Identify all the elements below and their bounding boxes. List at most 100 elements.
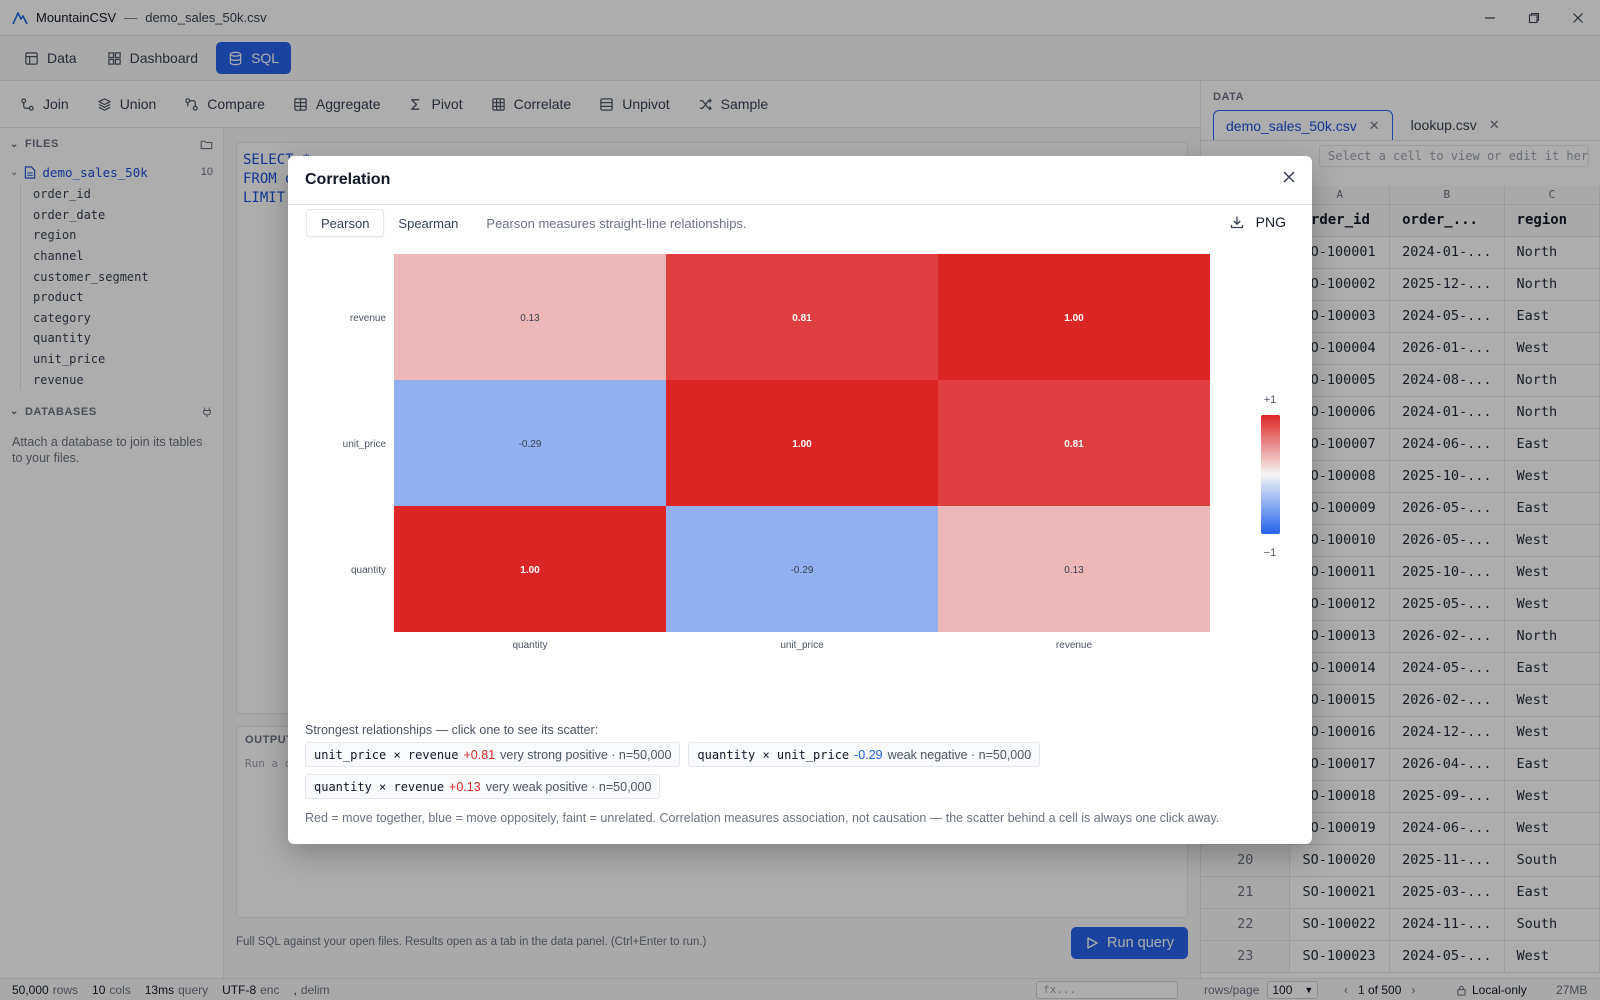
rows-per-page-select[interactable]: 100 ▼ [1267, 981, 1319, 999]
union-button[interactable]: Union [85, 88, 169, 120]
heatmap-cell[interactable] [394, 380, 666, 506]
join-button[interactable]: Join [8, 88, 81, 120]
plug-icon[interactable] [201, 406, 213, 418]
minimize-icon[interactable] [1468, 0, 1512, 36]
grid-cell[interactable]: West [1504, 588, 1600, 621]
grid-cell[interactable]: 2026-04-... [1389, 748, 1505, 781]
column-item[interactable]: unit_price [33, 352, 106, 367]
heatmap-cell[interactable] [394, 506, 666, 632]
grid-cell[interactable]: 2026-02-... [1389, 620, 1505, 653]
column-item[interactable]: customer_segment [33, 269, 149, 284]
spearman-toggle[interactable]: Spearman [398, 215, 459, 231]
grid-cell[interactable]: North [1504, 268, 1600, 301]
grid-cell[interactable]: 2024-01-... [1389, 396, 1505, 429]
row-number[interactable]: 20 [1201, 844, 1291, 877]
tab-data[interactable]: Data [12, 42, 89, 74]
grid-cell[interactable]: SO-100021 [1289, 876, 1391, 909]
column-item[interactable]: quantity [33, 331, 91, 346]
tab-dashboard[interactable]: Dashboard [95, 42, 211, 74]
grid-cell[interactable]: 2026-05-... [1389, 524, 1505, 557]
grid-cell[interactable]: 2025-09-... [1389, 780, 1505, 813]
compare-button[interactable]: Compare [172, 88, 277, 120]
tab-demo-sales[interactable]: demo_sales_50k.csv ✕ [1213, 110, 1393, 140]
heatmap-cell[interactable] [666, 380, 938, 506]
folder-icon[interactable] [200, 138, 213, 151]
grid-cell[interactable]: North [1504, 620, 1600, 653]
grid-cell[interactable]: South [1504, 908, 1600, 941]
grid-cell[interactable]: 2024-08-... [1389, 364, 1505, 397]
window-close-icon[interactable] [1556, 0, 1600, 36]
grid-cell[interactable]: 2024-05-... [1389, 652, 1505, 685]
files-section-header[interactable]: ⌄ FILES [0, 128, 223, 160]
grid-cell[interactable]: SO-100022 [1289, 908, 1391, 941]
grid-cell[interactable]: West [1504, 684, 1600, 717]
column-item[interactable]: category [33, 310, 91, 325]
grid-cell[interactable]: North [1504, 236, 1600, 269]
close-tab-icon[interactable]: ✕ [1368, 117, 1380, 133]
grid-cell[interactable]: West [1504, 460, 1600, 493]
grid-cell[interactable]: 2024-05-... [1389, 940, 1505, 973]
file-tree-item[interactable]: ⌄ demo_sales_50k 10 [0, 160, 223, 184]
heatmap-cell[interactable] [938, 506, 1210, 632]
sample-button[interactable]: Sample [686, 88, 780, 120]
fx-input[interactable]: fx... [1036, 981, 1178, 999]
close-tab-icon[interactable]: ✕ [1488, 117, 1500, 132]
grid-cell[interactable]: 2024-06-... [1389, 812, 1505, 845]
grid-cell[interactable]: 2025-11-... [1389, 844, 1505, 877]
grid-cell[interactable]: West [1504, 332, 1600, 365]
heatmap-cell[interactable] [666, 254, 938, 380]
next-page-icon[interactable]: › [1411, 983, 1416, 997]
grid-cell[interactable]: West [1504, 556, 1600, 589]
grid-cell[interactable]: East [1504, 428, 1600, 461]
grid-cell[interactable]: South [1504, 844, 1600, 877]
grid-cell[interactable]: 2026-05-... [1389, 492, 1505, 525]
close-icon[interactable] [1282, 170, 1296, 189]
column-item[interactable]: order_date [33, 207, 106, 222]
grid-cell[interactable]: East [1504, 876, 1600, 909]
relationship-chip[interactable]: unit_price × revenue +0.81 very strong pos… [305, 742, 681, 767]
grid-cell[interactable]: 2025-12-... [1389, 268, 1505, 301]
column-item[interactable]: order_id [33, 187, 91, 202]
grid-cell[interactable]: SO-100023 [1289, 940, 1391, 973]
column-item[interactable]: revenue [33, 372, 84, 387]
grid-cell[interactable]: 2025-05-... [1389, 588, 1505, 621]
grid-cell[interactable]: 2024-06-... [1389, 428, 1505, 461]
pearson-toggle[interactable]: Pearson [306, 209, 385, 237]
heatmap-cell[interactable] [938, 380, 1210, 506]
grid-cell[interactable]: 2024-12-... [1389, 716, 1505, 749]
grid-cell[interactable]: 2025-10-... [1389, 556, 1505, 589]
row-number[interactable]: 21 [1201, 876, 1291, 909]
correlate-button[interactable]: Correlate [479, 88, 584, 120]
tab-sql[interactable]: SQL [216, 42, 292, 74]
relationship-chip[interactable]: quantity × revenue +0.13 very weak positiv… [305, 774, 661, 799]
grid-cell[interactable]: C [1504, 186, 1600, 205]
row-number[interactable]: 22 [1201, 908, 1291, 941]
column-item[interactable]: channel [33, 249, 84, 264]
grid-cell[interactable]: West [1504, 812, 1600, 845]
grid-cell[interactable]: East [1504, 492, 1600, 525]
grid-cell[interactable]: SO-100020 [1289, 844, 1391, 877]
grid-cell[interactable]: North [1504, 396, 1600, 429]
heatmap-cell[interactable] [394, 254, 666, 380]
heatmap-cell[interactable] [938, 254, 1210, 380]
restore-icon[interactable] [1512, 0, 1556, 36]
grid-cell[interactable]: 2025-03-... [1389, 876, 1505, 909]
run-query-button[interactable]: Run query [1071, 927, 1188, 959]
export-png-button[interactable]: PNG [1230, 214, 1286, 230]
grid-cell[interactable]: 2026-01-... [1389, 332, 1505, 365]
grid-cell[interactable]: 2025-10-... [1389, 460, 1505, 493]
pivot-button[interactable]: Pivot [396, 88, 474, 120]
tab-lookup[interactable]: lookup.csv ✕ [1399, 110, 1512, 140]
grid-cell[interactable]: region [1504, 204, 1600, 237]
heatmap-cell[interactable] [666, 506, 938, 632]
column-item[interactable]: product [33, 290, 84, 305]
aggregate-button[interactable]: Aggregate [281, 88, 393, 120]
grid-cell[interactable]: A [1289, 186, 1391, 205]
grid-cell[interactable]: North [1504, 364, 1600, 397]
databases-section-header[interactable]: ⌄ DATABASES [0, 396, 223, 428]
grid-cell[interactable]: 2024-01-... [1389, 236, 1505, 269]
grid-cell[interactable]: 2024-11-... [1389, 908, 1505, 941]
column-item[interactable]: region [33, 228, 77, 243]
cell-editor-input[interactable]: Select a cell to view or edit it her [1319, 145, 1589, 167]
row-number[interactable]: 23 [1201, 940, 1291, 973]
